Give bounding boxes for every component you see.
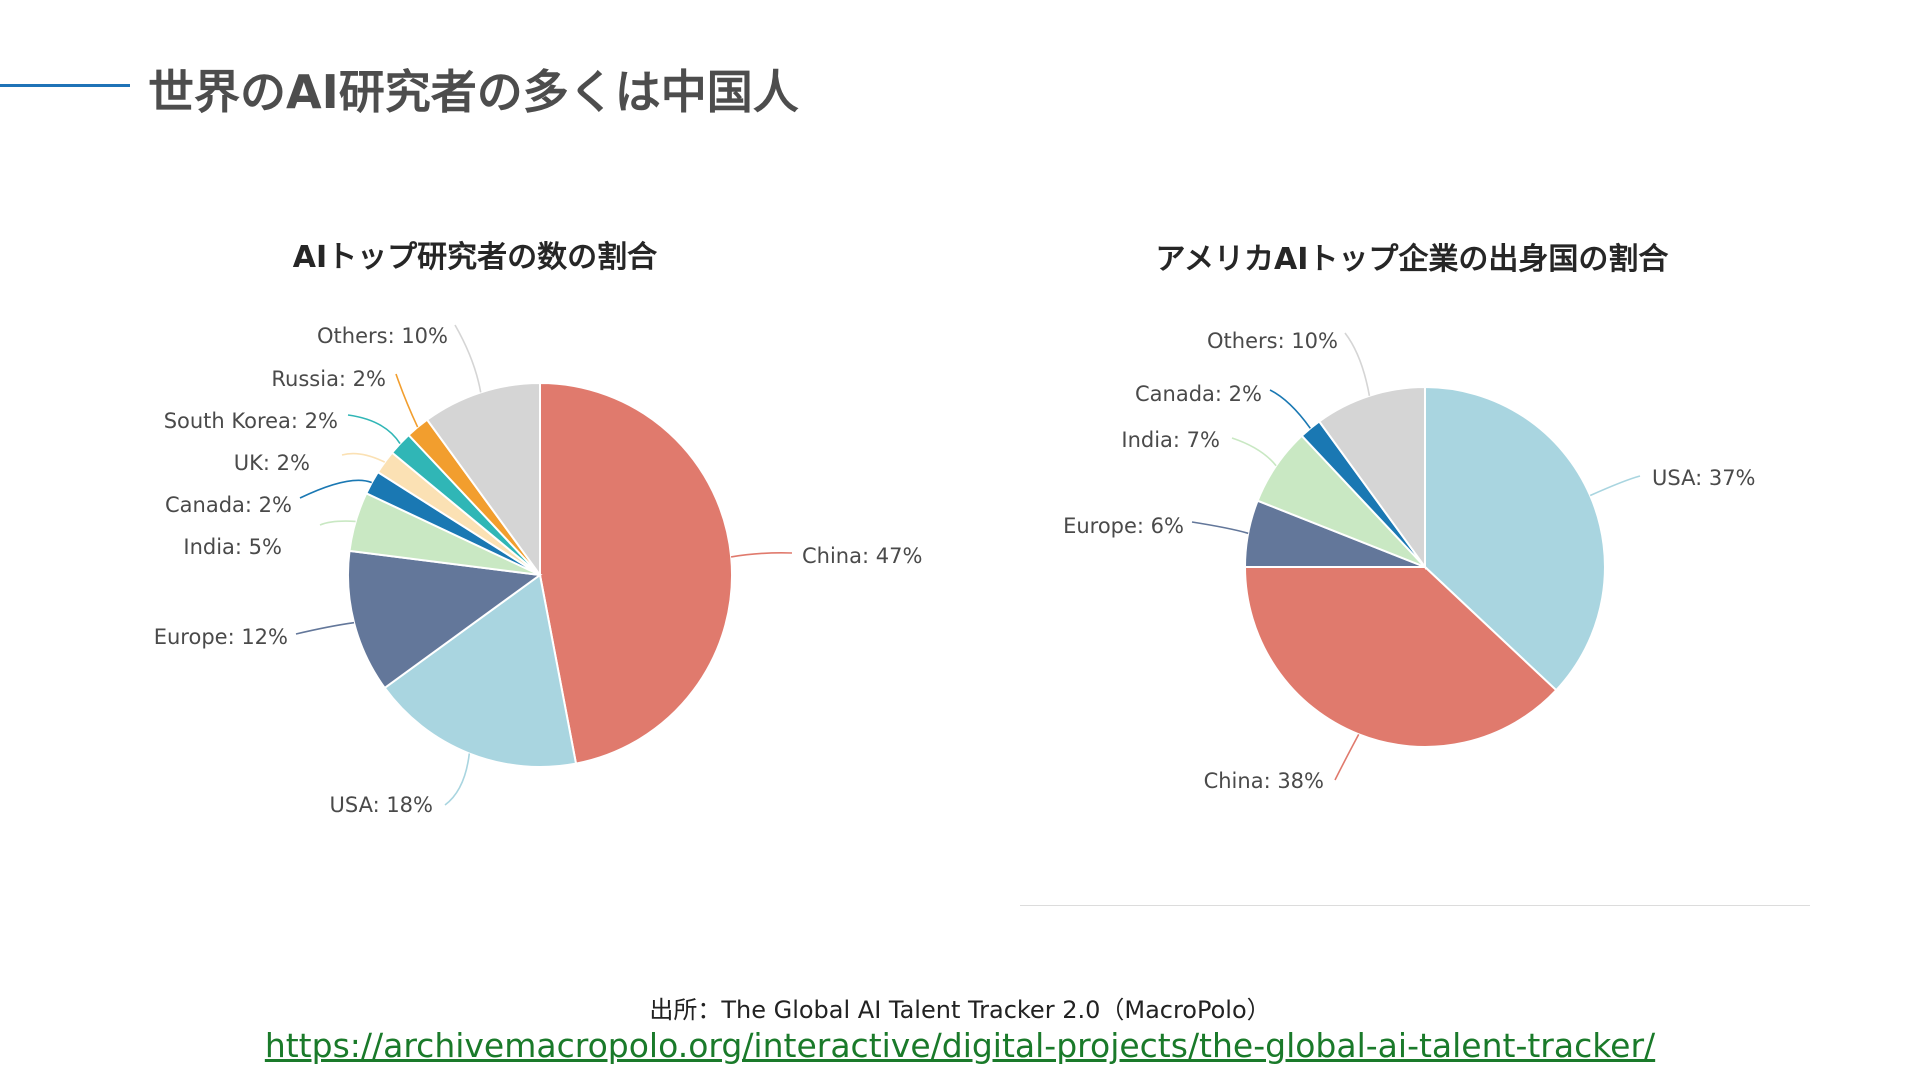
panel-divider (1020, 905, 1810, 906)
chart-1-label-europe: Europe: 12% (154, 625, 288, 649)
chart-1-leader-china (730, 552, 793, 558)
chart-1-leader-europe (295, 621, 355, 635)
chart-2-label-canada: Canada: 2% (1135, 382, 1262, 406)
chart-1-label-uk: UK: 2% (234, 451, 310, 475)
chart-2-leader-canada (1269, 389, 1311, 429)
chart-1-label-russia: Russia: 2% (271, 367, 386, 391)
chart-1-slice-europe (346, 549, 543, 690)
chart-2-label-usa: USA: 37% (1652, 466, 1756, 490)
chart-1-slice-usa (383, 573, 578, 768)
chart-1-label-china: China: 47% (802, 544, 922, 568)
chart-2-label-china: China: 38% (1204, 769, 1324, 793)
chart-2-slice-others (1317, 385, 1426, 571)
chart-1-slice-others (425, 381, 541, 579)
chart-2-label-india: India: 7% (1121, 428, 1220, 452)
page-title: 世界のAI研究者の多くは中国人 (148, 65, 799, 119)
chart-1-leader-others (454, 324, 482, 393)
chart-1-leader-uk (341, 452, 386, 463)
chart-2-label-europe: Europe: 6% (1063, 514, 1184, 538)
chart-1-leader-canada (299, 479, 372, 499)
chart-2-label-others: Others: 10% (1207, 329, 1338, 353)
chart-1-leader-usa (444, 753, 471, 806)
chart-1-label-others: Others: 10% (317, 324, 448, 348)
chart-1-label-india: India: 5% (183, 535, 282, 559)
title-accent-line (0, 84, 130, 87)
chart-1-label-usa: USA: 18% (329, 793, 433, 817)
chart-2-leader-china (1334, 734, 1360, 781)
chart-2-leader-europe (1191, 521, 1249, 535)
chart-2-slice-china (1243, 566, 1558, 748)
chart-1-leader-india (319, 520, 356, 526)
source-link[interactable]: https://archivemacropolo.org/interactive… (264, 1026, 1656, 1065)
chart-1-pie: China: 47% USA: 18% Europe: 12% India: 5% Ca… (154, 324, 923, 817)
chart-2-leader-others (1344, 332, 1371, 396)
chart-1-leader-russia (395, 373, 419, 428)
chart-1-label-south-korea: South Korea: 2% (164, 409, 338, 433)
chart-1-leader-south-korea (347, 414, 401, 445)
source-label: 出所：The Global AI Talent Tracker 2.0（Macr… (649, 996, 1271, 1024)
chart-2-slice-usa (1424, 385, 1606, 692)
chart-1-label-canada: Canada: 2% (165, 493, 292, 517)
chart-2-leader-usa (1589, 475, 1641, 497)
chart-1-title: AIトップ研究者の数の割合 (292, 240, 658, 275)
chart-2-leader-india (1231, 437, 1277, 467)
chart-2-title: アメリカAIトップ企業の出身国の割合 (1155, 242, 1669, 277)
chart-2-pie: USA: 37% China: 38% Europe: 6% India: 7% Can… (1063, 329, 1756, 793)
